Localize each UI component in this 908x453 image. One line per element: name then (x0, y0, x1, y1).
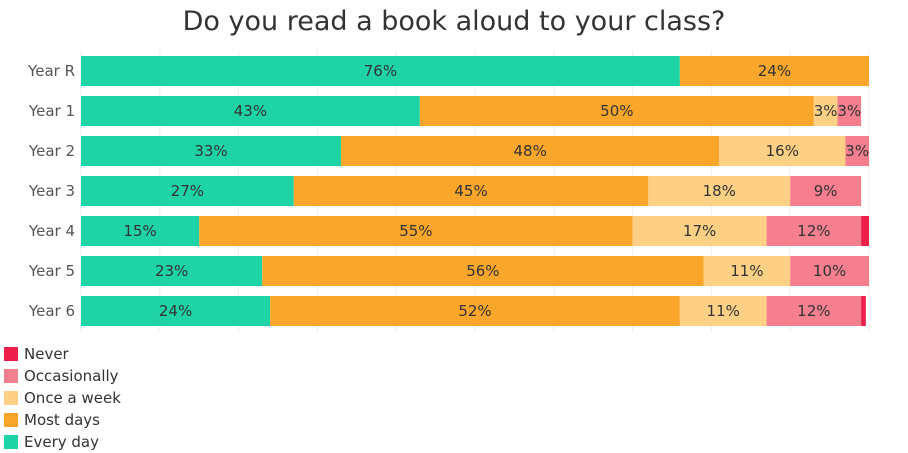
bar-segment (632, 216, 767, 246)
bar-segment (81, 296, 271, 326)
category-label: Year R (27, 62, 75, 80)
bar-segment (81, 96, 420, 126)
bar-segment (81, 136, 342, 166)
data-label: 43% (234, 102, 267, 120)
data-label: 56% (466, 262, 499, 280)
data-label: 15% (123, 222, 156, 240)
bar-segment (648, 176, 791, 206)
bar-segment (81, 256, 263, 286)
bar-segment (703, 256, 791, 286)
data-label: 24% (758, 62, 791, 80)
category-label: Year 5 (28, 262, 75, 280)
legend-label: Once a week (24, 389, 121, 407)
bar-segment (293, 176, 649, 206)
bar-segment (813, 96, 838, 126)
legend-swatch (4, 347, 18, 361)
legend-swatch (4, 435, 18, 449)
data-label: 48% (513, 142, 546, 160)
chart-title: Do you read a book aloud to your class? (182, 6, 726, 37)
labels-layer: 76% 24%43% 50% 3% 3%33% 48% 16% 3%27% 45% 18% 9%15… (123, 62, 869, 320)
legend-item: Every day (4, 431, 121, 453)
data-label: 3% (814, 102, 838, 120)
legend-swatch (4, 391, 18, 405)
bar-segment (766, 296, 862, 326)
data-label: 18% (703, 182, 736, 200)
data-label: 76% (364, 62, 397, 80)
bar-segment (790, 176, 862, 206)
legend-label: Occasionally (24, 367, 119, 385)
category-label: Year 1 (28, 102, 75, 120)
data-label: 52% (458, 302, 491, 320)
data-label: 23% (155, 262, 188, 280)
legend-item: Once a week (4, 387, 121, 409)
bar-segment (81, 56, 680, 86)
data-label: 33% (194, 142, 227, 160)
legend-item: Never (4, 343, 121, 365)
data-label: 50% (600, 102, 633, 120)
bar-segment (766, 216, 862, 246)
data-label: 3% (837, 102, 861, 120)
bar-segment (837, 96, 862, 126)
category-label: Year 2 (28, 142, 75, 160)
category-label: Year 3 (28, 182, 75, 200)
legend-swatch (4, 369, 18, 383)
data-label: 11% (707, 302, 740, 320)
legend-label: Never (24, 345, 69, 363)
bar-segment (861, 296, 866, 326)
bar-segment (845, 136, 869, 166)
bar-segment (270, 296, 680, 326)
category-label: Year 6 (28, 302, 75, 320)
bar-segment (419, 96, 814, 126)
category-label: Year 4 (28, 222, 75, 240)
legend-label: Every day (24, 433, 99, 451)
bar-segment (679, 56, 869, 86)
bar-segment (81, 176, 294, 206)
bar-segment (790, 256, 869, 286)
category-labels: Year R Year 1 Year 2 Year 3 Year 4 Year 5 Year… (27, 62, 75, 320)
bar-segment (262, 256, 704, 286)
legend-item: Most days (4, 409, 121, 431)
bar-segment (719, 136, 846, 166)
data-label: 12% (797, 302, 830, 320)
bar-segment (861, 216, 869, 246)
data-label: 11% (730, 262, 763, 280)
bars-layer (81, 56, 869, 326)
bar-segment (199, 216, 633, 246)
data-label: 17% (683, 222, 716, 240)
data-label: 3% (845, 142, 869, 160)
data-label: 9% (814, 182, 838, 200)
legend-label: Most days (24, 411, 100, 429)
data-label: 12% (797, 222, 830, 240)
data-label: 55% (399, 222, 432, 240)
legend: Never Occasionally Once a week Most days Eve… (4, 343, 121, 453)
bar-segment (81, 216, 200, 246)
data-label: 27% (171, 182, 204, 200)
data-label: 45% (454, 182, 487, 200)
bar-segment (679, 296, 767, 326)
data-label: 16% (766, 142, 799, 160)
bar-segment (341, 136, 720, 166)
legend-swatch (4, 413, 18, 427)
data-label: 10% (813, 262, 846, 280)
data-label: 24% (159, 302, 192, 320)
legend-item: Occasionally (4, 365, 121, 387)
